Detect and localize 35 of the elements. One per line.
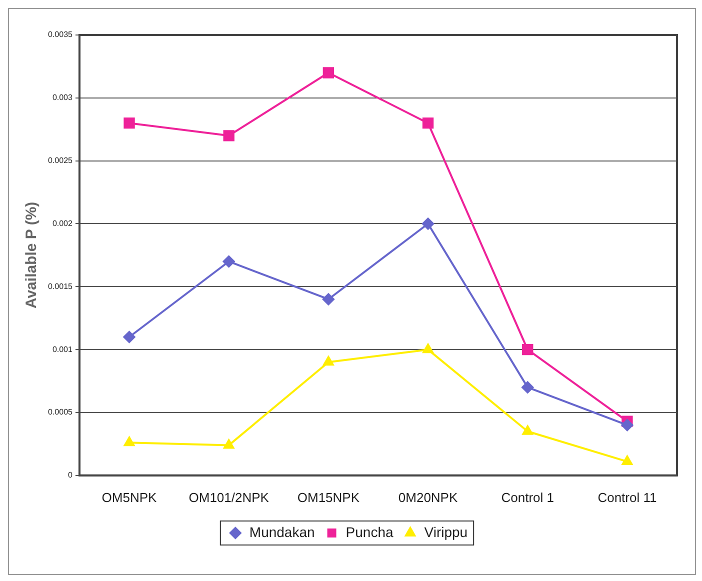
y-tick-label: 0 [68,470,74,480]
point [323,356,334,366]
point [124,436,135,446]
point [224,439,234,449]
point [621,419,634,432]
y-tick-label: 0.001 [52,344,74,354]
x-tick-label: OM5NPK [102,490,158,505]
point [322,67,334,78]
point [422,117,434,129]
x-tick-label: OM101/2NPK [188,490,270,505]
y-tick-label: 0.002 [52,218,74,228]
point [422,218,434,230]
y-tick-label: 0.0025 [48,156,74,166]
y-tick-label: 0.003 [52,93,74,102]
x-tick-label: Control 1 [501,490,554,505]
point [123,330,136,343]
point [422,344,434,354]
legend-label: Mundakan [249,524,315,540]
point [322,293,334,306]
x-tick-label: Control 11 [598,490,657,505]
y-tick-label: 0.0015 [48,282,74,291]
legend-label: Puncha [346,524,394,540]
point [124,117,135,129]
y-tick-label: 0.0035 [48,30,74,40]
point [223,130,234,142]
point [222,255,235,268]
x-tick-label: 0M20NPK [398,490,458,505]
point [522,425,533,435]
point [622,456,633,466]
point [522,381,534,394]
x-tick-label: OM15NPK [297,490,360,505]
y-axis-title: Available P (%) [23,202,40,309]
y-tick-label: 0.0005 [48,408,74,417]
legend-label: Virippu [424,524,468,540]
point [522,344,534,356]
